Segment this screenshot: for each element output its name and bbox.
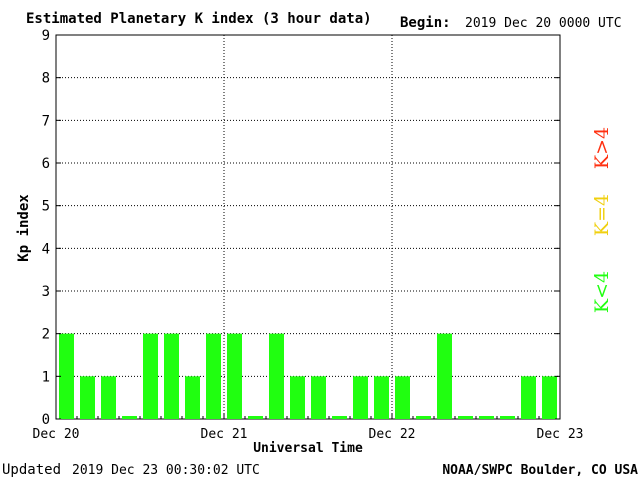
kp-bar <box>374 376 389 419</box>
kp-bar <box>353 376 368 419</box>
kp-bar <box>395 376 410 419</box>
y-tick-label: 0 <box>42 412 50 428</box>
y-tick-label: 8 <box>42 71 50 87</box>
y-tick-label: 7 <box>42 113 50 129</box>
legend-above-4: K>4 <box>591 127 613 169</box>
begin-value: 2019 Dec 20 0000 UTC <box>465 16 622 31</box>
x-tick-label: Dec 21 <box>201 427 248 442</box>
kp-bar <box>332 416 347 419</box>
kp-bar <box>122 416 137 419</box>
y-tick-label: 9 <box>42 28 50 44</box>
kp-bar <box>101 376 116 419</box>
legend-below-4: K<4 <box>591 271 613 313</box>
kp-bar <box>185 376 200 419</box>
kp-bar <box>80 376 95 419</box>
kp-bar <box>59 333 74 419</box>
updated-value: 2019 Dec 23 00:30:02 UTC <box>72 463 260 478</box>
kp-bar <box>416 416 431 419</box>
y-axis-ticks: 0 1 2 3 4 5 6 7 8 9 <box>42 28 560 428</box>
kp-bar <box>248 416 263 419</box>
kp-bar <box>479 416 494 419</box>
updated-label: Updated <box>2 462 61 478</box>
kp-bar <box>143 333 158 419</box>
kp-bar <box>437 333 452 419</box>
kp-bar <box>269 333 284 419</box>
y-tick-label: 6 <box>42 156 50 172</box>
plot-area <box>55 34 561 420</box>
y-tick-label: 3 <box>42 284 50 300</box>
y-tick-label: 4 <box>42 241 50 257</box>
y-tick-label: 5 <box>42 199 50 215</box>
kp-bar <box>458 416 473 419</box>
kp-bar <box>521 376 536 419</box>
kp-bar <box>290 376 305 419</box>
chart-title: Estimated Planetary K index (3 hour data… <box>26 11 372 27</box>
bars <box>59 333 557 419</box>
x-tick-label: Dec 23 <box>537 427 584 442</box>
y-tick-label: 2 <box>42 327 50 343</box>
legend-equal-4: K=4 <box>591 194 613 236</box>
source-credit: NOAA/SWPC Boulder, CO USA <box>442 463 638 478</box>
y-axis-label: Kp index <box>16 194 32 262</box>
kp-bar <box>206 333 221 419</box>
begin-label: Begin: <box>400 15 451 31</box>
x-axis-ticks: Dec 20 Dec 21 Dec 22 Dec 23 <box>33 413 584 442</box>
x-tick-label: Dec 20 <box>33 427 80 442</box>
grid-lines <box>56 35 560 419</box>
kp-bar <box>164 333 179 419</box>
x-axis-label: Universal Time <box>253 441 363 456</box>
kp-bar <box>500 416 515 419</box>
kp-bar <box>542 376 557 419</box>
kp-bar <box>311 376 326 419</box>
kp-bar <box>227 333 242 419</box>
x-tick-label: Dec 22 <box>369 427 416 442</box>
y-tick-label: 1 <box>42 369 50 385</box>
